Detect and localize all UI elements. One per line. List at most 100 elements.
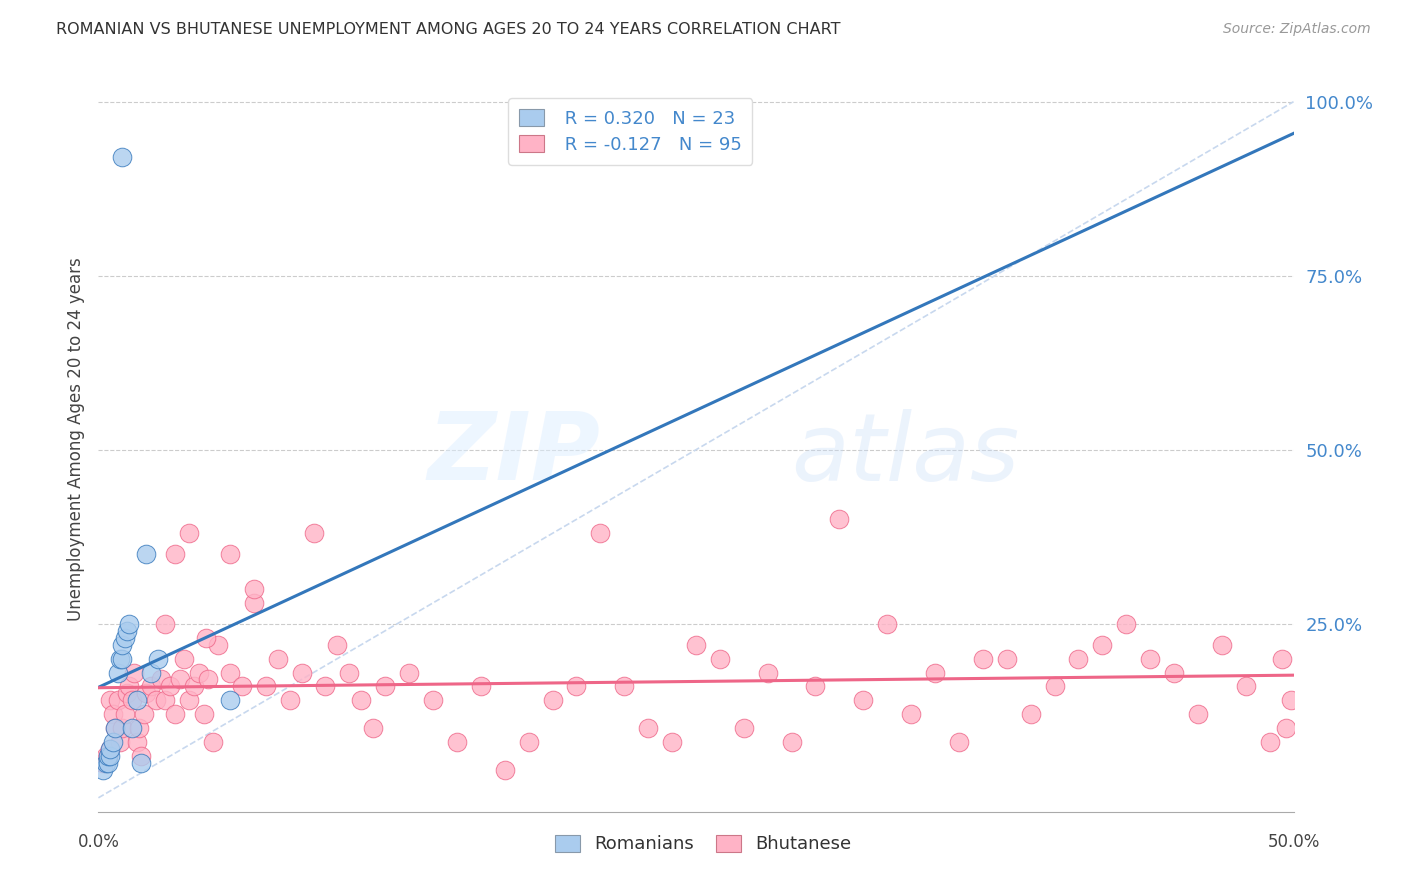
Point: [1019, 707, 1042, 722]
Text: 0.0%: 0.0%: [77, 832, 120, 850]
Point: [1115, 616, 1137, 631]
Point: [135, 547, 157, 561]
Text: Source: ZipAtlas.com: Source: ZipAtlas.com: [1223, 22, 1371, 37]
Point: [98, 749, 122, 764]
Point: [197, 673, 219, 687]
Point: [685, 638, 707, 652]
Point: [135, 686, 157, 700]
Point: [1067, 651, 1090, 665]
Point: [91, 756, 114, 770]
Point: [125, 693, 148, 707]
Point: [104, 721, 127, 735]
Point: [1043, 680, 1066, 694]
Point: [108, 651, 131, 665]
Point: [302, 526, 325, 541]
Point: [124, 665, 146, 680]
Point: [131, 749, 153, 764]
Point: [637, 721, 659, 735]
Point: [924, 665, 946, 680]
Point: [131, 756, 153, 770]
Point: [91, 763, 114, 777]
Point: [139, 680, 162, 694]
Point: [470, 680, 492, 694]
Point: [339, 665, 361, 680]
Point: [267, 651, 290, 665]
Point: [733, 721, 755, 735]
Point: [163, 707, 186, 722]
Point: [121, 693, 143, 707]
Point: [1275, 721, 1298, 735]
Text: ROMANIAN VS BHUTANESE UNEMPLOYMENT AMONG AGES 20 TO 24 YEARS CORRELATION CHART: ROMANIAN VS BHUTANESE UNEMPLOYMENT AMONG…: [56, 22, 841, 37]
Point: [115, 686, 138, 700]
Point: [169, 673, 191, 687]
Point: [1234, 680, 1257, 694]
Point: [104, 721, 127, 735]
Point: [155, 616, 177, 631]
Point: [202, 735, 225, 749]
Point: [145, 693, 167, 707]
Point: [94, 749, 117, 764]
Point: [97, 749, 120, 764]
Point: [494, 763, 516, 777]
Point: [219, 693, 242, 707]
Point: [97, 749, 120, 764]
Y-axis label: Unemployment Among Ages 20 to 24 years: Unemployment Among Ages 20 to 24 years: [66, 258, 84, 621]
Point: [114, 707, 136, 722]
Point: [876, 616, 898, 631]
Point: [187, 665, 209, 680]
Point: [101, 735, 124, 749]
Point: [613, 680, 636, 694]
Point: [291, 665, 314, 680]
Legend:  R = 0.320   N = 23,  R = -0.127   N = 95: R = 0.320 N = 23, R = -0.127 N = 95: [508, 98, 752, 165]
Point: [326, 638, 349, 652]
Point: [661, 735, 683, 749]
Point: [193, 707, 215, 722]
Point: [1163, 665, 1185, 680]
Point: [107, 693, 129, 707]
Point: [422, 693, 444, 707]
Point: [363, 721, 385, 735]
Point: [195, 631, 218, 645]
Point: [173, 651, 195, 665]
Point: [111, 651, 134, 665]
Text: 50.0%: 50.0%: [1267, 832, 1320, 850]
Point: [350, 693, 373, 707]
Point: [118, 680, 141, 694]
Point: [254, 680, 277, 694]
Point: [98, 693, 122, 707]
Point: [1211, 638, 1233, 652]
Point: [98, 742, 122, 756]
Point: [111, 721, 134, 735]
Point: [972, 651, 994, 665]
Point: [804, 680, 827, 694]
Point: [565, 680, 588, 694]
Point: [315, 680, 337, 694]
Point: [1187, 707, 1209, 722]
Point: [149, 673, 172, 687]
Point: [179, 693, 201, 707]
Point: [243, 582, 266, 596]
Point: [163, 547, 186, 561]
Point: [995, 651, 1018, 665]
Point: [155, 693, 177, 707]
Point: [179, 526, 201, 541]
Point: [243, 596, 266, 610]
Text: atlas: atlas: [792, 409, 1019, 500]
Point: [97, 756, 120, 770]
Point: [132, 707, 155, 722]
Point: [780, 735, 803, 749]
Point: [828, 512, 851, 526]
Point: [1271, 651, 1294, 665]
Point: [446, 735, 468, 749]
Point: [374, 680, 396, 694]
Point: [1279, 693, 1302, 707]
Point: [115, 624, 138, 638]
Text: ZIP: ZIP: [427, 409, 600, 500]
Point: [107, 665, 129, 680]
Point: [128, 721, 150, 735]
Point: [278, 693, 301, 707]
Point: [852, 693, 875, 707]
Point: [139, 665, 162, 680]
Point: [231, 680, 253, 694]
Point: [121, 721, 143, 735]
